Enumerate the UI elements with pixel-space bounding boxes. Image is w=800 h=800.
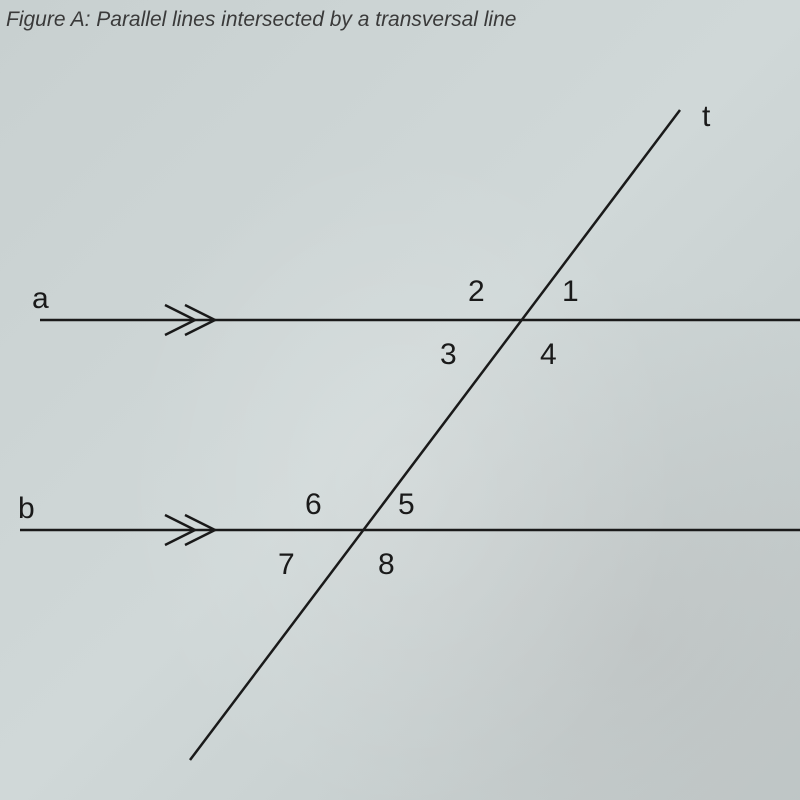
line-a-label: a <box>32 282 49 316</box>
angle-4-label: 4 <box>540 338 557 372</box>
geometry-diagram <box>0 0 800 800</box>
line-t-label: t <box>702 100 710 134</box>
angle-1-label: 1 <box>562 275 579 309</box>
angle-5-label: 5 <box>398 488 415 522</box>
angle-8-label: 8 <box>378 548 395 582</box>
angle-3-label: 3 <box>440 338 457 372</box>
angle-7-label: 7 <box>278 548 295 582</box>
line-b-label: b <box>18 492 35 526</box>
angle-2-label: 2 <box>468 275 485 309</box>
line-t <box>190 110 680 760</box>
angle-6-label: 6 <box>305 488 322 522</box>
